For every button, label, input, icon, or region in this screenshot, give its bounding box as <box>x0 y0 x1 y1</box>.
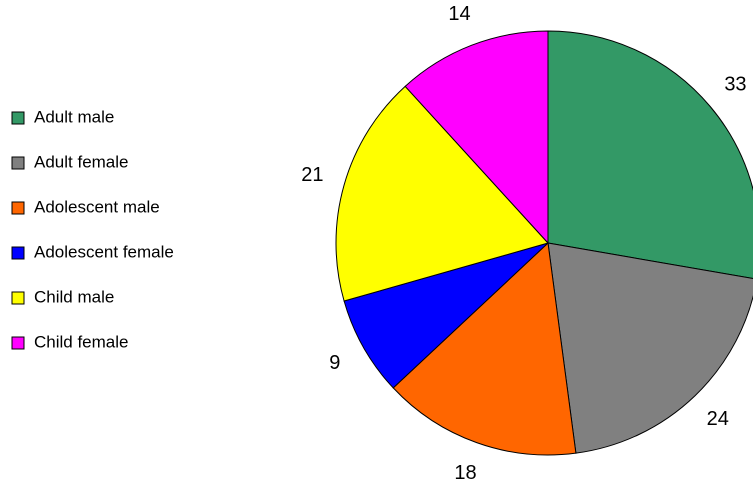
pie-slice <box>404 30 549 245</box>
data-label: 33 <box>724 74 746 96</box>
data-label: 14 <box>448 3 470 25</box>
legend-label: Child female <box>34 332 129 351</box>
legend-swatch <box>11 201 25 215</box>
legend-swatch <box>11 111 25 125</box>
legend-label: Adolescent male <box>34 197 160 216</box>
legend-label: Child male <box>34 287 114 306</box>
legend-label: Adult male <box>34 107 114 126</box>
pie-slice <box>335 85 549 302</box>
data-label: 24 <box>707 408 729 430</box>
legend-label: Adolescent female <box>34 242 174 261</box>
pie-slice <box>547 30 753 280</box>
legend-swatch <box>11 291 25 305</box>
data-label: 21 <box>301 164 323 186</box>
data-label: 9 <box>329 352 340 374</box>
pie-slice <box>392 241 577 456</box>
data-label: 18 <box>454 462 476 484</box>
legend-swatch <box>11 336 25 350</box>
pie-slice <box>547 242 753 454</box>
legend-swatch <box>11 156 25 170</box>
pie-slice <box>343 242 549 389</box>
legend-label: Adult female <box>34 152 129 171</box>
legend-swatch <box>11 246 25 260</box>
